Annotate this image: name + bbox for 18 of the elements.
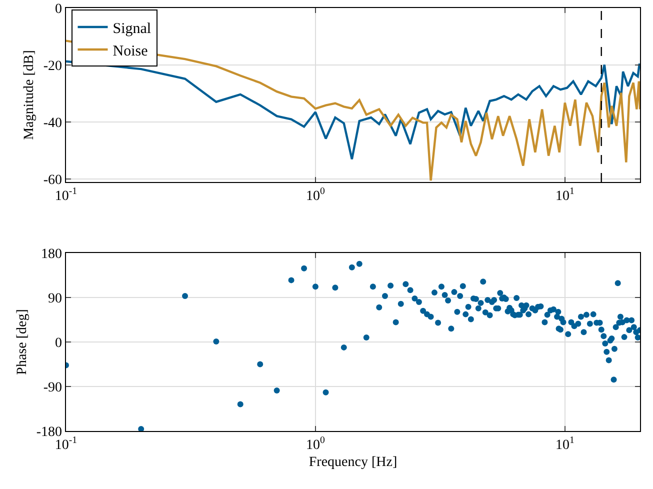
- y-tick-label: -90: [43, 380, 62, 396]
- x-tick-label: 10$^{-1}$: [54, 186, 78, 204]
- y-tick-label: -40: [43, 116, 62, 131]
- y-tick-label: 0: [55, 336, 62, 351]
- legend-label: Signal: [112, 20, 152, 37]
- legend-label: Noise: [112, 43, 148, 60]
- y-axis-title: Magnitude [dB]: [22, 50, 38, 140]
- x-tick-label: 10$^{1}$: [555, 435, 574, 453]
- y-tick-label: 180: [41, 246, 62, 262]
- y-axis-title: Phase [deg]: [15, 309, 30, 375]
- y-tick-label: -20: [43, 58, 62, 74]
- x-tick-label: 10$^{0}$: [306, 435, 325, 453]
- x-axis-title: Frequency [Hz]: [308, 455, 398, 470]
- x-tick-label: 10$^{0}$: [306, 186, 325, 204]
- y-tick-label: 90: [48, 291, 62, 306]
- y-tick-label: -60: [43, 173, 62, 188]
- y-tick-label: 0: [55, 2, 62, 17]
- x-tick-label: 10$^{1}$: [555, 186, 574, 204]
